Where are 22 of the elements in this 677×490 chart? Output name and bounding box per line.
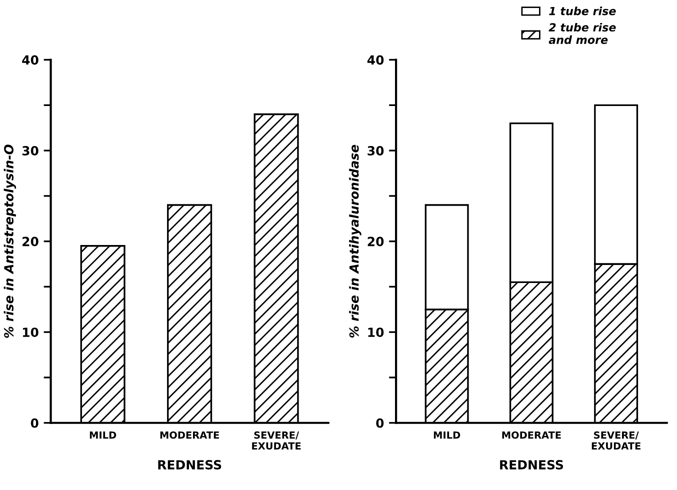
y-axis-title: % rise in Antistreptolysin-O	[4, 144, 16, 338]
x-tick-label: MILD	[434, 432, 460, 439]
y-tick-label: 0	[30, 418, 38, 428]
y-tick-label: 40	[367, 55, 384, 65]
y-tick-label: 20	[368, 236, 384, 246]
y-tick-label: 40	[22, 55, 38, 65]
x-tick-label: SEVERE/ EXUDATE	[252, 431, 301, 450]
legend-label: 2 tube rise and more	[548, 22, 616, 44]
y-tick-label: 10	[368, 328, 384, 338]
x-axis-title: REDNESS	[500, 460, 564, 470]
legend-label: 1 tube rise	[549, 6, 616, 16]
y-tick-label: 0	[376, 418, 384, 428]
y-tick-label: 30	[368, 146, 384, 156]
x-tick-label: MILD	[90, 432, 116, 439]
y-axis-title: % rise in Antihyaluronidase	[349, 144, 362, 338]
y-tick-label: 20	[22, 236, 38, 246]
y-tick-label: 10	[22, 328, 38, 338]
y-tick-label: 30	[22, 146, 38, 156]
x-tick-label: MODERATE	[160, 431, 219, 439]
x-tick-label: SEVERE/ EXUDATE	[592, 431, 640, 450]
x-axis-title: REDNESS	[158, 460, 222, 470]
x-tick-label: MODERATE	[502, 431, 561, 439]
